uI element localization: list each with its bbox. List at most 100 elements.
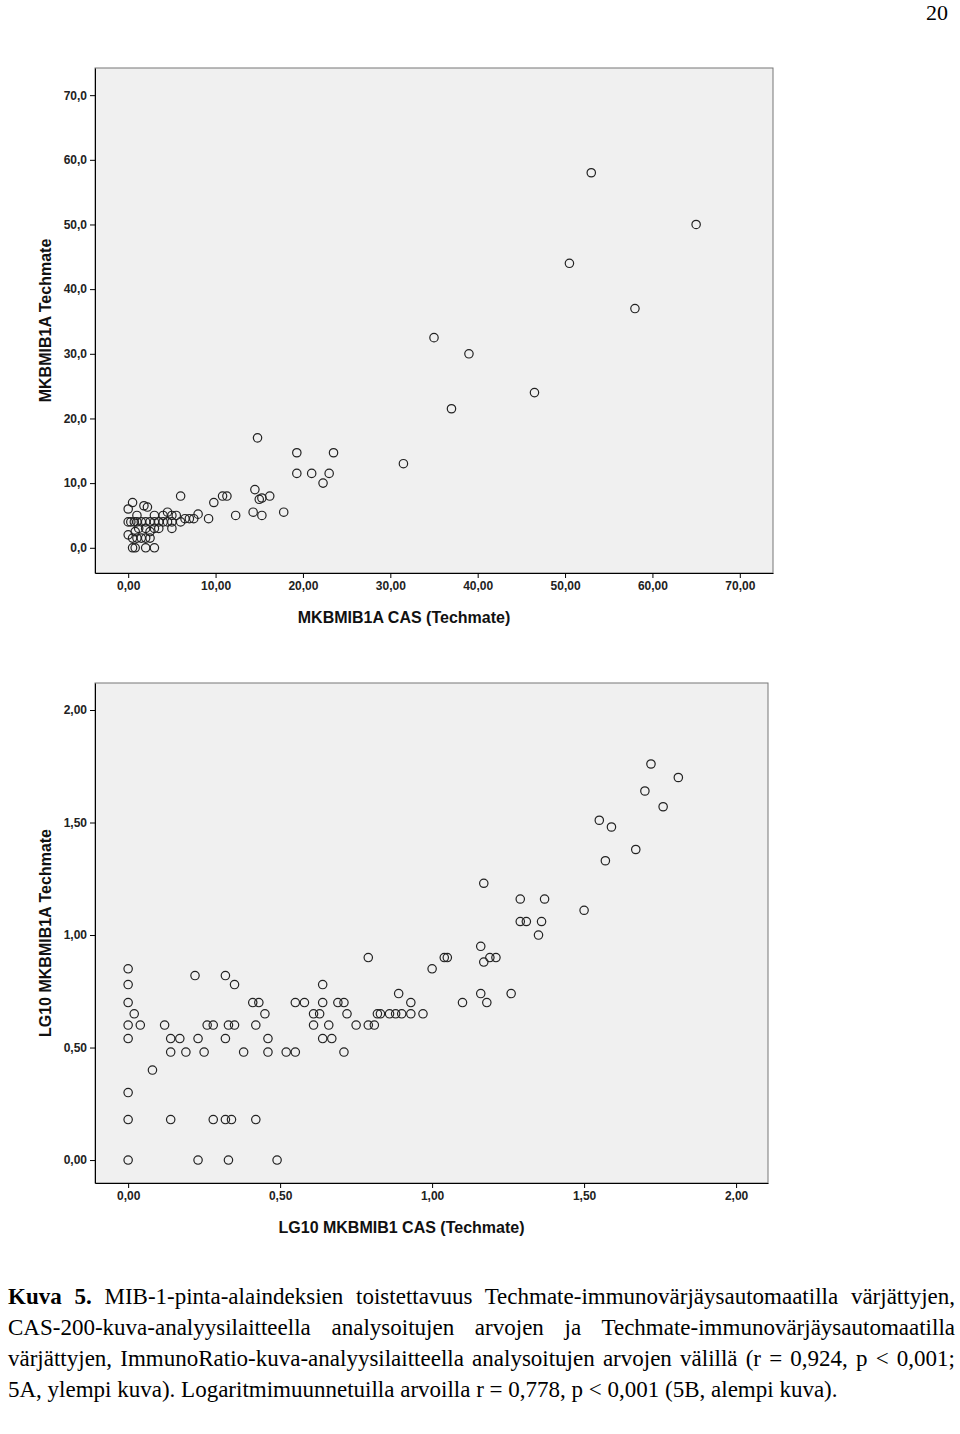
x-tick-mark — [736, 1183, 737, 1188]
point — [280, 508, 288, 516]
point — [124, 1021, 132, 1029]
y-tick: 0,50 — [64, 1041, 95, 1055]
x-tick: 2,00 — [725, 1183, 749, 1203]
y-tick-mark — [90, 418, 95, 419]
x-tick: 1,50 — [573, 1183, 597, 1203]
point — [300, 998, 308, 1006]
point — [166, 1034, 174, 1042]
y-tick-mark — [90, 935, 95, 936]
y-tick-label: 2,00 — [64, 703, 88, 717]
point — [264, 1048, 272, 1056]
page-number: 20 — [926, 0, 948, 26]
x-tick-mark — [128, 1183, 129, 1188]
y-tick-mark — [90, 548, 95, 549]
y-axis: 0,010,020,030,040,050,060,070,0 — [64, 69, 96, 574]
y-axis: 0,00 0,50 1,00 1,50 2,00 — [64, 684, 96, 1184]
x-tick-label: 1,50 — [573, 1189, 597, 1203]
point — [507, 989, 515, 997]
x-tick-label: 30,00 — [376, 579, 406, 593]
point — [249, 508, 257, 516]
point — [200, 1048, 208, 1056]
point — [150, 511, 158, 519]
point — [172, 511, 180, 519]
point — [465, 350, 473, 358]
point — [124, 998, 132, 1006]
point — [143, 503, 151, 511]
point — [419, 1010, 427, 1018]
plot-area — [95, 68, 773, 573]
point — [130, 1010, 138, 1018]
point — [340, 1048, 348, 1056]
y-tick-label: 1,50 — [64, 816, 88, 830]
point — [176, 492, 184, 500]
plot-area — [95, 683, 768, 1183]
y-tick-label: 70,0 — [64, 88, 88, 102]
point — [291, 1048, 299, 1056]
point — [516, 895, 524, 903]
x-axis-title: LG10 MKBMIB1 CAS (Techmate) — [279, 1219, 525, 1236]
point — [428, 965, 436, 973]
point — [210, 498, 218, 506]
point — [166, 1048, 174, 1056]
point — [325, 469, 333, 477]
point — [659, 803, 667, 811]
point — [166, 1115, 174, 1123]
point — [364, 953, 372, 961]
point — [480, 879, 488, 887]
x-axis-line — [96, 573, 774, 574]
point — [223, 492, 231, 500]
x-tick: 60,00 — [638, 573, 668, 593]
x-tick-mark — [303, 573, 304, 578]
y-tick-mark — [90, 224, 95, 225]
chart: 0,0010,0020,0030,0040,0050,0060,0070,000… — [37, 68, 774, 626]
point — [131, 527, 139, 535]
x-tick-mark — [652, 573, 653, 578]
point — [370, 1021, 378, 1029]
y-axis-line — [95, 69, 96, 574]
y-tick-label: 0,0 — [70, 541, 87, 555]
point — [124, 965, 132, 973]
point — [252, 1115, 260, 1123]
point — [458, 998, 466, 1006]
point — [124, 1034, 132, 1042]
point — [530, 388, 538, 396]
point — [631, 304, 639, 312]
y-tick-mark — [90, 354, 95, 355]
x-tick: 20,00 — [288, 573, 318, 593]
x-tick-label: 0,00 — [117, 1189, 141, 1203]
point — [477, 942, 485, 950]
point — [258, 494, 266, 502]
point — [253, 434, 261, 442]
x-tick: 30,00 — [376, 573, 406, 593]
point — [565, 259, 573, 267]
x-tick-mark — [390, 573, 391, 578]
y-tick: 20,0 — [64, 412, 95, 426]
y-tick: 10,0 — [64, 476, 95, 490]
y-tick-label: 60,0 — [64, 153, 88, 167]
point — [266, 492, 274, 500]
x-tick-mark — [740, 573, 741, 578]
y-tick: 30,0 — [64, 347, 95, 361]
x-tick: 0,00 — [117, 1183, 141, 1203]
point — [227, 1115, 235, 1123]
y-tick-label: 10,0 — [64, 476, 88, 490]
point — [399, 460, 407, 468]
caption-label: Kuva 5. — [8, 1284, 92, 1309]
point — [540, 895, 548, 903]
y-tick-mark — [90, 289, 95, 290]
y-tick-mark — [90, 823, 95, 824]
y-tick-mark — [90, 710, 95, 711]
y-tick-label: 0,00 — [64, 1153, 88, 1167]
point — [443, 953, 451, 961]
point — [293, 449, 301, 457]
point — [124, 980, 132, 988]
point — [325, 1021, 333, 1029]
x-tick: 1,00 — [421, 1183, 445, 1203]
y-tick-label: 1,00 — [64, 928, 88, 942]
point — [194, 1156, 202, 1164]
y-tick: 1,50 — [64, 816, 95, 830]
point — [492, 953, 500, 961]
x-tick-label: 10,00 — [201, 579, 231, 593]
y-tick-label: 0,50 — [64, 1041, 88, 1055]
points — [124, 169, 700, 552]
